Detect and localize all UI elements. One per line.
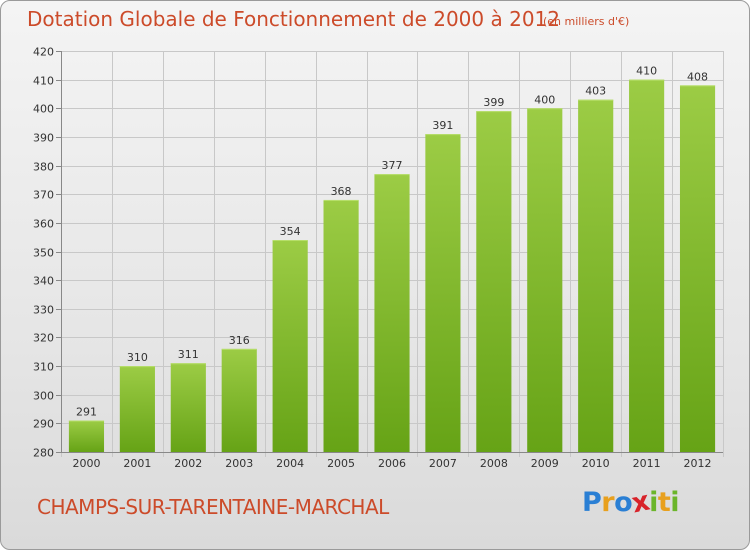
x-tick-label: 2005 bbox=[327, 457, 355, 470]
data-label: 291 bbox=[76, 405, 97, 418]
chart-unit-note: (en milliers d'€) bbox=[543, 15, 630, 28]
x-tick-label: 2001 bbox=[123, 457, 151, 470]
bar-2003 bbox=[221, 348, 257, 452]
y-tick-label: 310 bbox=[33, 361, 54, 374]
y-tick-label: 390 bbox=[33, 132, 54, 145]
bar-2007 bbox=[425, 134, 461, 453]
y-tick-label: 380 bbox=[33, 161, 54, 174]
x-tick-label: 2012 bbox=[684, 457, 712, 470]
x-tick-label: 2011 bbox=[633, 457, 661, 470]
y-tick-label: 410 bbox=[33, 75, 54, 88]
chart-title: Dotation Globale de Fonctionnement de 20… bbox=[27, 7, 560, 31]
y-tick-label: 320 bbox=[33, 332, 54, 345]
bar-2009 bbox=[527, 108, 563, 453]
data-label: 377 bbox=[382, 159, 403, 172]
data-label: 391 bbox=[432, 119, 453, 132]
x-tick-label: 2002 bbox=[174, 457, 202, 470]
logo-letter: i bbox=[670, 487, 680, 518]
data-label: 408 bbox=[687, 70, 708, 83]
y-tick-label: 360 bbox=[33, 218, 54, 231]
data-label: 410 bbox=[636, 65, 657, 78]
logo-letter: P bbox=[582, 487, 602, 518]
y-tick-label: 420 bbox=[33, 46, 54, 59]
bar-2001 bbox=[119, 366, 155, 452]
bar-2002 bbox=[170, 363, 206, 452]
data-label: 310 bbox=[127, 351, 148, 364]
bar-2000 bbox=[68, 420, 105, 452]
y-tick-label: 290 bbox=[33, 418, 54, 431]
x-tick-label: 2007 bbox=[429, 457, 457, 470]
logo-letter: t bbox=[657, 487, 671, 518]
y-tick-label: 340 bbox=[33, 275, 54, 288]
data-label: 403 bbox=[585, 85, 606, 98]
y-tick-label: 400 bbox=[33, 103, 54, 116]
bar-2011 bbox=[629, 79, 665, 453]
data-label: 354 bbox=[280, 225, 301, 238]
bar-2005 bbox=[323, 199, 359, 452]
logo-letter: i bbox=[649, 487, 658, 518]
y-tick-label: 370 bbox=[33, 189, 54, 202]
y-tick-label: 330 bbox=[33, 304, 54, 317]
data-label: 316 bbox=[229, 334, 250, 347]
data-label: 311 bbox=[178, 348, 199, 361]
bar-2012 bbox=[679, 85, 716, 452]
x-tick-label: 2004 bbox=[276, 457, 304, 470]
data-label: 400 bbox=[534, 93, 555, 106]
data-label: 368 bbox=[331, 185, 352, 198]
x-tick-label: 2003 bbox=[225, 457, 253, 470]
y-tick-label: 350 bbox=[33, 247, 54, 260]
x-tick-label: 2000 bbox=[72, 457, 100, 470]
y-tick-label: 280 bbox=[33, 447, 54, 460]
x-tick-label: 2006 bbox=[378, 457, 406, 470]
proxiti-logo: Proxiti bbox=[582, 486, 680, 520]
bar-2004 bbox=[272, 240, 308, 452]
bar-2006 bbox=[374, 174, 410, 452]
commune-name: CHAMPS-SUR-TARENTAINE-MARCHAL bbox=[37, 495, 389, 519]
logo-letter: r bbox=[601, 487, 615, 518]
data-label: 399 bbox=[483, 96, 504, 109]
x-tick-label: 2009 bbox=[531, 457, 559, 470]
x-tick-label: 2010 bbox=[582, 457, 610, 470]
y-tick-label: 300 bbox=[33, 390, 54, 403]
x-tick-label: 2008 bbox=[480, 457, 508, 470]
bar-2010 bbox=[578, 99, 614, 452]
bar-2008 bbox=[476, 111, 512, 453]
logo-letter: o bbox=[614, 487, 633, 518]
